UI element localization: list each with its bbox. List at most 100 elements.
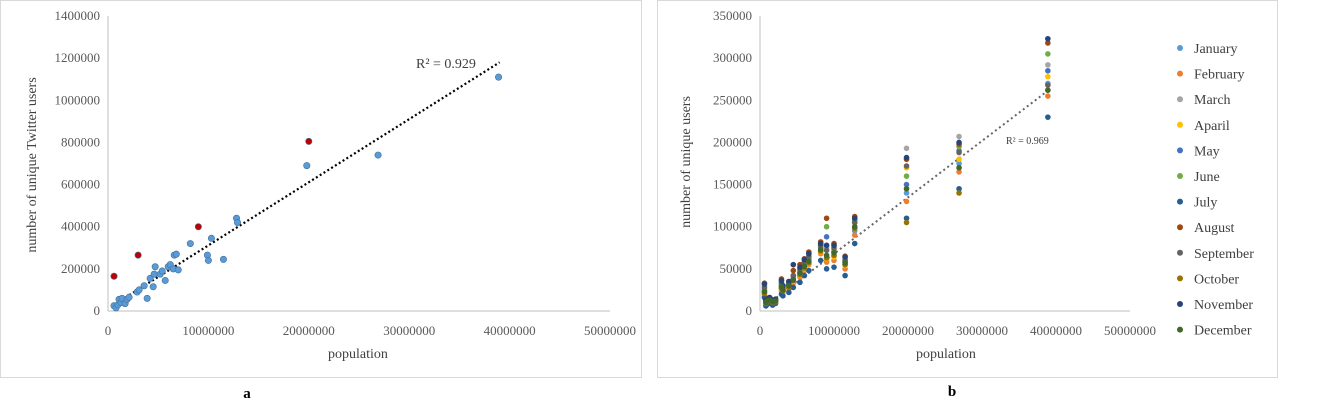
- panel-b-point-aparil: [956, 156, 962, 163]
- panel-a-x-tick-label: 50000000: [584, 323, 636, 338]
- panel-b-point-july: [851, 240, 858, 247]
- panel-a-point: [186, 240, 194, 248]
- panel-b-point-june: [1045, 51, 1051, 57]
- panel-a-point: [125, 293, 133, 301]
- panel-b-point-november: [831, 242, 837, 249]
- panel-a-point: [234, 219, 242, 227]
- panel-b-point-november: [778, 277, 785, 284]
- panel-b-point-december: [851, 223, 858, 230]
- panel-a-point: [305, 137, 313, 145]
- panel-b-point-july: [903, 215, 910, 222]
- panel-b-point-october: [903, 219, 910, 226]
- panel-b-point-december: [806, 258, 812, 265]
- panel-a-r2-label: R² = 0.929: [416, 57, 476, 72]
- panel-b-point-july: [1045, 114, 1051, 120]
- panel-a-frame: [0, 0, 642, 378]
- panel-b-point-july: [801, 272, 808, 279]
- panel-b-y-tick-label: 50000: [720, 261, 753, 276]
- legend-marker-august: [1177, 224, 1183, 231]
- panel-a-point: [140, 282, 148, 290]
- panel-b-point-november: [817, 240, 824, 247]
- panel-b-point-august: [823, 215, 830, 222]
- panel-b-point-september: [956, 149, 962, 156]
- panel-b-point-july: [823, 266, 830, 272]
- panel-b-x-tick-label: 30000000: [956, 323, 1008, 338]
- panel-a-x-tick-label: 20000000: [283, 323, 335, 338]
- panel-a-point: [204, 256, 212, 264]
- panel-b-point-september: [823, 247, 830, 254]
- panel-b-label: b: [948, 384, 956, 400]
- legend-marker-october: [1177, 275, 1183, 282]
- legend-label-june: June: [1194, 170, 1220, 185]
- panel-b-x-axis-label: population: [916, 347, 976, 362]
- panel-a-y-tick-label: 200000: [61, 261, 100, 276]
- legend-marker-june: [1177, 173, 1183, 179]
- panel-b-point-december: [797, 270, 803, 276]
- panel-b-frame: [657, 0, 1278, 378]
- panel-b-point-november: [790, 261, 797, 268]
- panel-b-point-february: [1045, 93, 1051, 99]
- panel-b-point-december: [772, 298, 779, 304]
- panel-a-label: a: [243, 386, 251, 402]
- panel-b-point-february: [903, 198, 910, 205]
- panel-a-point: [174, 266, 182, 274]
- legend-label-december: December: [1194, 324, 1252, 339]
- panel-b-x-tick-label: 10000000: [808, 323, 860, 338]
- panel-b-point-july: [831, 264, 837, 270]
- panel-b-y-tick-label: 300000: [713, 50, 752, 65]
- panel-a-point: [495, 73, 503, 81]
- legend-marker-aparil: [1177, 121, 1183, 128]
- panel-b-point-march: [956, 133, 962, 140]
- panel-a-point: [143, 294, 151, 302]
- legend-label-february: February: [1194, 68, 1245, 83]
- panel-b-point-november: [1045, 35, 1051, 42]
- panel-b-y-tick-label: 350000: [713, 8, 752, 23]
- panel-b-point-november: [851, 215, 858, 222]
- panel-b-x-tick-label: 40000000: [1030, 323, 1082, 338]
- panel-a-point: [161, 276, 169, 284]
- panel-b-point-july: [797, 279, 803, 286]
- panel-a-point: [172, 250, 180, 258]
- panel-b-y-tick-label: 150000: [713, 177, 752, 192]
- legend-label-march: March: [1194, 93, 1231, 108]
- panel-b-x-tick-label: 20000000: [882, 323, 934, 338]
- panel-a-y-tick-label: 600000: [61, 177, 100, 192]
- panel-a-point: [149, 283, 157, 291]
- legend-label-september: September: [1194, 247, 1254, 262]
- panel-b-point-november: [761, 281, 768, 287]
- panel-a-point: [219, 255, 227, 263]
- legend-marker-may: [1177, 147, 1183, 154]
- panel-b-x-tick-label: 50000000: [1104, 323, 1156, 338]
- panel-a-trendline: [113, 61, 501, 306]
- panel-b-point-march: [1045, 62, 1051, 68]
- panel-b-point-december: [780, 287, 786, 293]
- panel-a-y-tick-label: 400000: [61, 219, 100, 234]
- panel-b-point-november: [956, 139, 962, 146]
- panel-b-point-december: [790, 277, 797, 283]
- panel-b-point-aparil: [1045, 73, 1051, 80]
- panel-a-point: [151, 263, 159, 271]
- panel-a-point: [134, 251, 142, 259]
- panel-b-point-october: [956, 190, 962, 196]
- legend-marker-september: [1177, 249, 1183, 256]
- panel-a-point: [150, 270, 158, 278]
- panel-b-point-july: [806, 267, 812, 274]
- panel-b-point-november: [786, 278, 792, 285]
- panel-a-y-tick-label: 800000: [61, 134, 100, 149]
- panel-b-point-july: [817, 257, 824, 264]
- panel-b-point-march: [903, 145, 910, 152]
- panel-b-point-november: [903, 154, 910, 161]
- panel-a-y-axis-label: number of unique Twitter users: [25, 77, 40, 252]
- legend-label-january: January: [1194, 42, 1238, 57]
- panel-b-r2-label: R² = 0.969: [1006, 136, 1049, 147]
- panel-a-x-axis-label: population: [328, 347, 388, 362]
- panel-b-point-december: [801, 263, 808, 270]
- panel-b-y-tick-label: 200000: [713, 134, 752, 149]
- panel-b-point-november: [806, 250, 812, 257]
- panel-a-point: [194, 223, 202, 231]
- panel-b-point-september: [790, 272, 797, 279]
- panel-a-x-tick-label: 40000000: [484, 323, 536, 338]
- panel-b-point-january: [956, 160, 962, 167]
- panel-a-point: [135, 286, 143, 294]
